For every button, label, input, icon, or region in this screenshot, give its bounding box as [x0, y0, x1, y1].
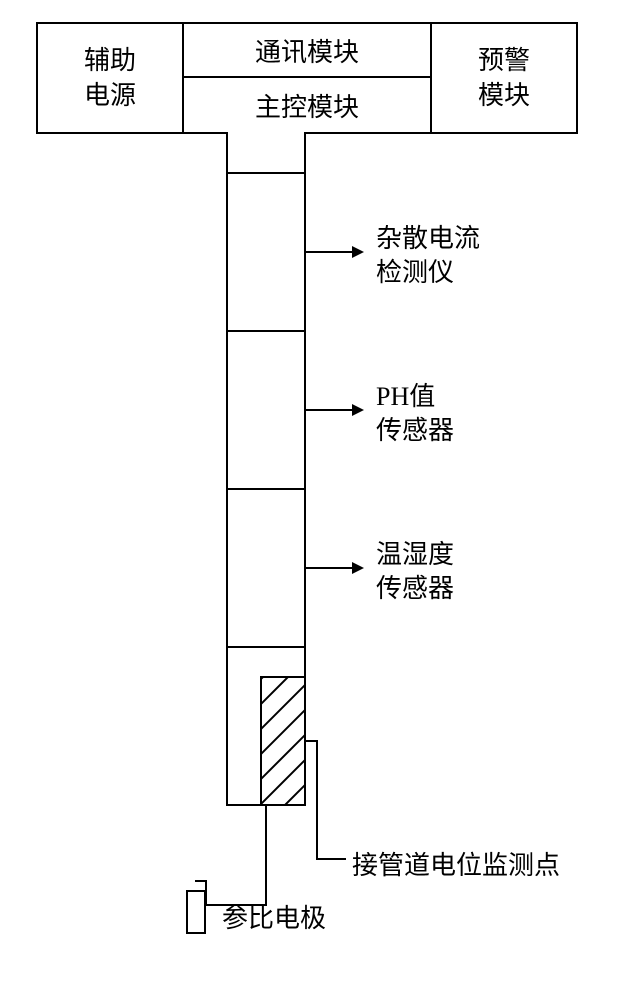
arrow-2-head: [352, 404, 364, 416]
hatched-lead-v-cap: [306, 740, 318, 742]
temp-humidity-label: 温湿度传感器: [376, 538, 454, 606]
aux-power-label: 辅助电源: [84, 43, 136, 113]
comm-module-label: 通讯模块: [255, 32, 359, 69]
arrow-3-line: [306, 567, 352, 569]
probe-seg-3: [226, 488, 306, 648]
arrow-3-head: [352, 562, 364, 574]
ref-electrode-label: 参比电极: [222, 898, 326, 935]
alarm-box: 预警模块: [430, 22, 578, 134]
hatched-lead-h: [316, 858, 346, 860]
hatched-block: [260, 676, 306, 806]
arrow-1-line: [306, 251, 352, 253]
ref-electrode-body: [186, 890, 206, 934]
aux-power-box: 辅助电源: [36, 22, 184, 134]
arrow-1-head: [352, 246, 364, 258]
temp-humidity-text: 温湿度传感器: [376, 540, 454, 603]
stray-current-label: 杂散电流检测仪: [376, 222, 480, 290]
ref-wire-v: [265, 806, 267, 906]
main-ctrl-label: 主控模块: [255, 87, 359, 124]
ph-label: PH值传感器: [376, 380, 454, 448]
alarm-label: 预警模块: [478, 43, 530, 113]
probe-seg-1: [226, 172, 306, 332]
hatched-lead-v: [316, 740, 318, 860]
main-ctrl-box: 主控模块: [182, 76, 432, 134]
probe-seg-2: [226, 330, 306, 490]
ref-wire-h2: [195, 880, 207, 882]
pipe-potential-label: 接管道电位监测点: [352, 845, 560, 882]
arrow-2-line: [306, 409, 352, 411]
ref-electrode-text: 参比电极: [222, 904, 326, 933]
ph-text: PH值传感器: [376, 382, 454, 445]
probe-stub: [226, 132, 306, 174]
pipe-potential-text: 接管道电位监测点: [352, 851, 560, 880]
comm-module-box: 通讯模块: [182, 22, 432, 78]
stray-current-text: 杂散电流检测仪: [376, 224, 480, 287]
